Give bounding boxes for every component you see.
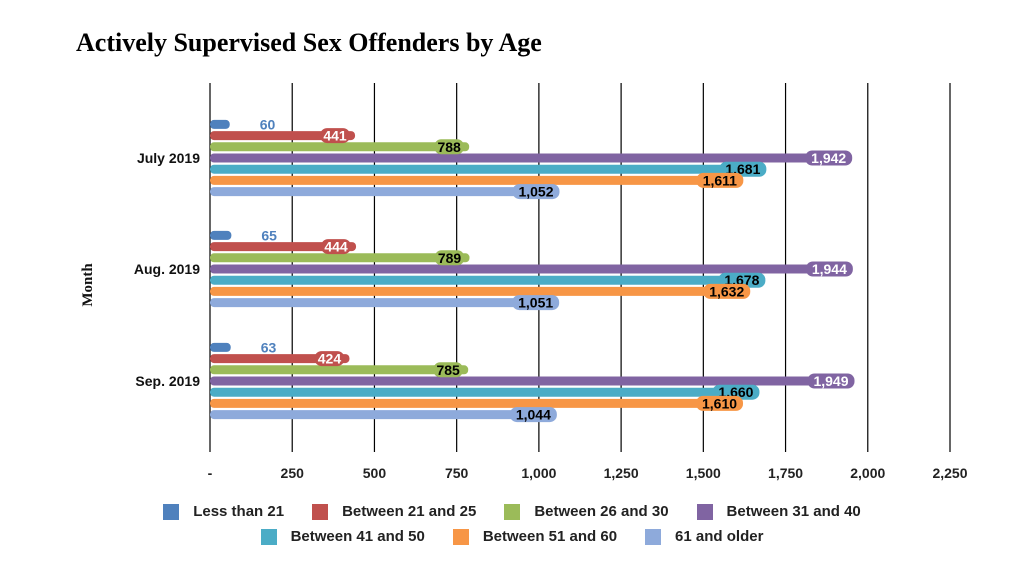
bar	[210, 187, 556, 197]
legend-item: Less than 21	[163, 503, 284, 520]
bar	[210, 354, 350, 364]
data-label-background	[509, 407, 557, 423]
data-label: 60	[260, 116, 276, 132]
bar	[210, 242, 357, 252]
data-label-background	[434, 139, 465, 155]
legend-item: Between 51 and 60	[452, 528, 618, 545]
legend-label: Between 31 and 40	[726, 503, 861, 520]
legend-swatch	[645, 528, 662, 545]
data-label-background	[320, 128, 350, 144]
bar	[210, 175, 740, 185]
data-label: 1,632	[709, 283, 744, 299]
data-label: 788	[437, 139, 461, 155]
data-label: 424	[318, 351, 342, 367]
bars	[210, 119, 852, 420]
legend-swatch	[504, 503, 521, 520]
category-label: July 2019	[137, 150, 200, 166]
bar	[210, 164, 763, 174]
data-label: 1,610	[702, 395, 737, 411]
x-tick-label: 1,750	[768, 465, 803, 481]
x-tick-label: 1,500	[686, 465, 721, 481]
x-tick-label: 500	[363, 465, 387, 481]
bar	[210, 342, 231, 352]
data-label: 785	[436, 362, 460, 378]
data-label-background	[434, 250, 465, 266]
legend-label: Less than 21	[193, 503, 285, 520]
data-label: 1,944	[812, 261, 847, 277]
bar	[210, 253, 470, 263]
data-label: 444	[324, 239, 348, 255]
legend-swatch	[163, 503, 180, 520]
legend-item: Between 21 and 25	[312, 503, 476, 520]
legend-label: Between 21 and 25	[342, 503, 477, 520]
data-label: 1,942	[811, 150, 846, 166]
bar	[210, 264, 850, 274]
legend-label: 61 and older	[675, 528, 764, 545]
x-tick-label: -	[208, 465, 213, 481]
data-label: 1,949	[813, 373, 848, 389]
legend-row-2: Between 41 and 50 Between 51 and 60 61 and…	[0, 528, 1024, 545]
bar	[210, 131, 356, 141]
y-axis-title: Month	[80, 263, 96, 307]
bar	[210, 365, 469, 375]
bar	[210, 230, 232, 240]
data-label: 1,051	[518, 295, 553, 311]
bar	[210, 142, 470, 152]
data-label-background	[805, 150, 853, 166]
data-label-background	[807, 373, 855, 389]
category-label: Sep. 2019	[135, 373, 200, 389]
legend-label: Between 26 and 30	[534, 503, 669, 520]
legend-item: 61 and older	[645, 528, 763, 545]
legend-swatch	[696, 503, 713, 520]
bar	[210, 398, 740, 408]
legend-swatch	[312, 503, 329, 520]
data-label: 1,611	[703, 172, 737, 188]
chart-title: Actively Supervised Sex Offenders by Age	[76, 28, 542, 57]
category-label: Aug. 2019	[134, 261, 200, 277]
bar	[210, 275, 762, 285]
bar	[210, 387, 756, 397]
bar	[210, 298, 556, 308]
data-label-background	[512, 295, 560, 311]
data-label-background	[696, 172, 744, 188]
data-label-background	[314, 351, 345, 367]
data-label-background	[321, 239, 351, 255]
bar-chart: 604417881,9421,6811,6111,052654447891,94…	[80, 83, 968, 481]
x-tick-label: 250	[281, 465, 305, 481]
data-label: 1,052	[518, 184, 553, 200]
axis-labels: - 250 500 750 1,000 1,250 1,500 1,750 2,000 2,250…	[134, 150, 968, 481]
data-label: 65	[261, 227, 277, 243]
legend-item: Between 26 and 30	[504, 503, 669, 520]
x-tick-label: 750	[445, 465, 469, 481]
data-label-background	[703, 283, 751, 299]
legend-label: Between 41 and 50	[290, 528, 425, 545]
legend-item: Between 31 and 40	[696, 503, 861, 520]
data-label-background	[696, 395, 744, 411]
legend-row-1: Less than 21 Between 21 and 25 Between 26 …	[0, 503, 1024, 520]
legend-label: Between 51 and 60	[482, 528, 618, 545]
data-label: 63	[261, 339, 277, 355]
x-tick-label: 2,000	[850, 465, 885, 481]
data-label: 1,044	[516, 407, 551, 423]
legend-swatch	[260, 528, 277, 545]
data-label-background	[512, 184, 560, 200]
data-label-background	[805, 261, 853, 277]
bar	[210, 153, 849, 163]
x-tick-label: 1,000	[521, 465, 556, 481]
legend-swatch	[452, 528, 469, 545]
legend-item: Between 41 and 50	[260, 528, 425, 545]
data-label-background	[433, 362, 464, 378]
data-label: 441	[323, 128, 347, 144]
bar	[210, 410, 554, 420]
x-tick-label: 1,250	[604, 465, 639, 481]
data-labels: 604417881,9421,6811,6111,052654447891,94…	[260, 116, 855, 423]
bar	[210, 286, 747, 296]
bar	[210, 376, 852, 386]
data-label: 789	[438, 250, 462, 266]
x-tick-label: 2,250	[932, 465, 967, 481]
bar	[210, 119, 230, 129]
